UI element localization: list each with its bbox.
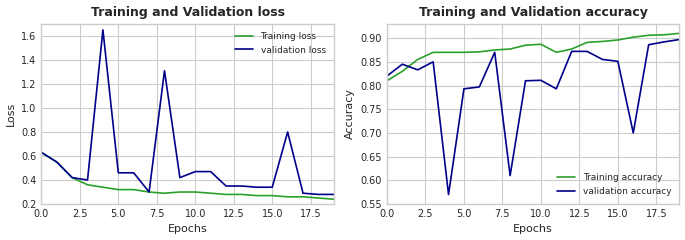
- Training loss: [237, 193, 245, 196]
- Y-axis label: Accuracy: Accuracy: [345, 89, 355, 139]
- Training accuracy: [629, 36, 637, 39]
- Training accuracy: [475, 50, 484, 53]
- Training loss: [268, 194, 276, 197]
- validation accuracy: [398, 63, 406, 66]
- validation loss: [314, 193, 323, 196]
- validation accuracy: [460, 87, 468, 90]
- validation accuracy: [414, 68, 422, 71]
- Training accuracy: [490, 48, 499, 51]
- X-axis label: Epochs: Epochs: [168, 224, 208, 234]
- validation accuracy: [675, 38, 684, 41]
- validation loss: [329, 193, 338, 196]
- Training accuracy: [599, 40, 607, 43]
- Training loss: [37, 151, 45, 154]
- validation loss: [237, 185, 245, 187]
- X-axis label: Epochs: Epochs: [513, 224, 553, 234]
- validation accuracy: [660, 41, 668, 43]
- validation accuracy: [583, 50, 591, 53]
- Line: validation loss: validation loss: [41, 30, 334, 194]
- validation loss: [37, 151, 45, 154]
- validation loss: [253, 186, 261, 189]
- validation loss: [114, 171, 123, 174]
- Line: Training loss: Training loss: [41, 152, 334, 199]
- validation loss: [268, 186, 276, 189]
- validation accuracy: [568, 50, 576, 53]
- Title: Training and Validation loss: Training and Validation loss: [90, 6, 284, 18]
- validation loss: [207, 170, 215, 173]
- validation loss: [68, 176, 76, 179]
- validation loss: [222, 185, 230, 187]
- Line: validation accuracy: validation accuracy: [387, 40, 680, 195]
- Training loss: [53, 161, 61, 163]
- Training accuracy: [614, 39, 622, 42]
- validation loss: [160, 69, 169, 72]
- validation accuracy: [645, 43, 653, 46]
- validation accuracy: [506, 174, 514, 177]
- Y-axis label: Loss: Loss: [5, 102, 16, 126]
- Training accuracy: [660, 33, 668, 36]
- validation accuracy: [445, 193, 453, 196]
- Training accuracy: [645, 34, 653, 37]
- validation accuracy: [552, 87, 560, 90]
- validation accuracy: [537, 79, 545, 82]
- Training loss: [222, 193, 230, 196]
- validation loss: [53, 161, 61, 163]
- validation loss: [299, 192, 307, 195]
- Legend: Training loss, validation loss: Training loss, validation loss: [232, 28, 329, 58]
- Training accuracy: [414, 58, 422, 61]
- Legend: Training accuracy, validation accuracy: Training accuracy, validation accuracy: [553, 170, 675, 199]
- Training accuracy: [383, 79, 391, 82]
- Training loss: [129, 188, 138, 191]
- validation accuracy: [629, 132, 637, 134]
- Training accuracy: [445, 51, 453, 54]
- Line: Training accuracy: Training accuracy: [387, 33, 680, 81]
- Training accuracy: [675, 32, 684, 35]
- Training accuracy: [568, 48, 576, 50]
- validation accuracy: [383, 75, 391, 78]
- validation loss: [129, 171, 138, 174]
- Title: Training and Validation accuracy: Training and Validation accuracy: [419, 6, 647, 18]
- Training accuracy: [398, 70, 406, 73]
- Training accuracy: [537, 43, 545, 46]
- validation accuracy: [599, 58, 607, 61]
- Training accuracy: [521, 44, 530, 47]
- Training loss: [145, 191, 153, 193]
- Training loss: [68, 176, 76, 179]
- validation loss: [176, 176, 184, 179]
- Training accuracy: [583, 41, 591, 44]
- Training loss: [191, 191, 199, 193]
- Training loss: [114, 188, 123, 191]
- Training loss: [99, 186, 107, 189]
- Training loss: [253, 194, 261, 197]
- validation accuracy: [490, 51, 499, 54]
- Training accuracy: [460, 51, 468, 54]
- Training loss: [84, 183, 92, 186]
- validation loss: [145, 191, 153, 193]
- Training accuracy: [552, 51, 560, 54]
- validation loss: [284, 131, 292, 133]
- validation accuracy: [429, 60, 437, 63]
- validation accuracy: [475, 85, 484, 88]
- Training accuracy: [429, 51, 437, 54]
- Training loss: [299, 195, 307, 198]
- Training loss: [160, 192, 169, 195]
- Training loss: [207, 192, 215, 195]
- Training accuracy: [506, 48, 514, 50]
- Training loss: [284, 195, 292, 198]
- validation accuracy: [614, 60, 622, 63]
- validation loss: [99, 29, 107, 31]
- validation loss: [191, 170, 199, 173]
- validation loss: [84, 179, 92, 181]
- Training loss: [329, 198, 338, 201]
- Training loss: [176, 191, 184, 193]
- Training loss: [314, 197, 323, 199]
- validation accuracy: [521, 79, 530, 82]
